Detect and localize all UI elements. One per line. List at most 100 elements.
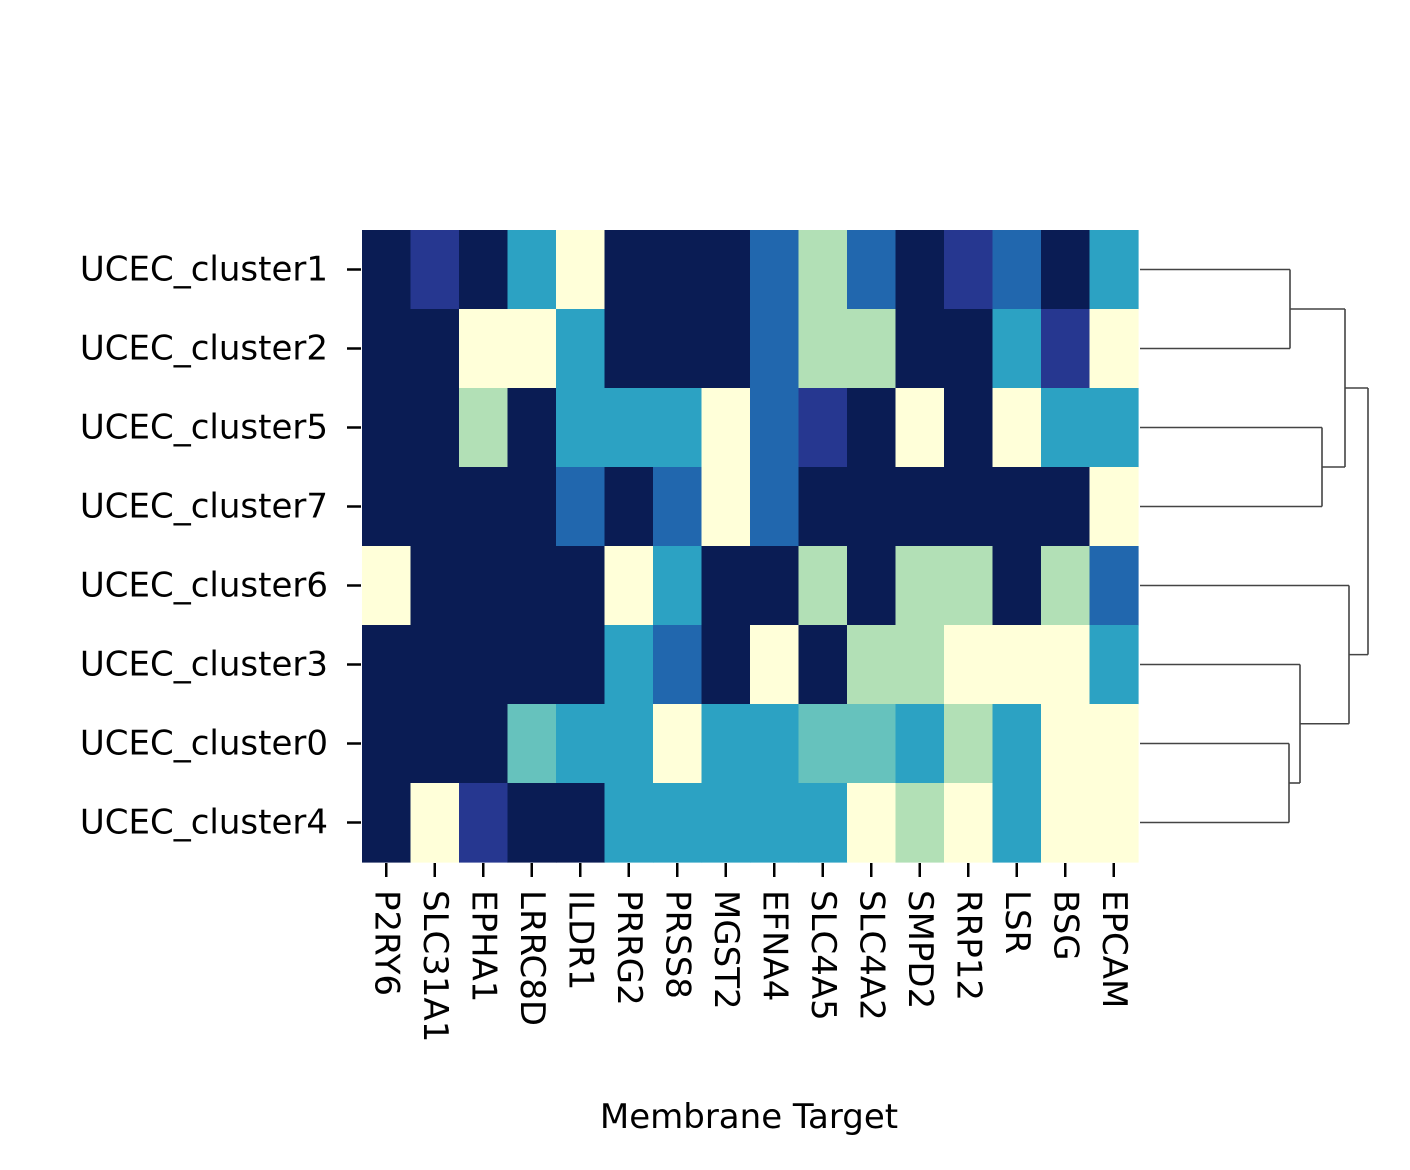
heatmap-cell-UCEC_cluster5-PRSS8: [653, 388, 703, 468]
heatmap-cell-UCEC_cluster7-PRSS8: [653, 467, 703, 547]
heatmap-cell-UCEC_cluster7-EFNA4: [750, 467, 800, 547]
heatmap-cell-UCEC_cluster6-EFNA4: [750, 546, 800, 626]
heatmap-cell-UCEC_cluster6-ILDR1: [556, 546, 606, 626]
heatmap-cell-UCEC_cluster0-SLC31A1: [410, 704, 460, 784]
heatmap-cell-UCEC_cluster7-BSG: [1041, 467, 1091, 547]
heatmap-cell-UCEC_cluster3-SLC4A5: [798, 625, 848, 705]
heatmap-cell-UCEC_cluster5-EFNA4: [750, 388, 800, 468]
heatmap-cell-UCEC_cluster1-P2RY6: [362, 230, 412, 310]
heatmap-cell-UCEC_cluster5-SLC31A1: [410, 388, 460, 468]
x-tick-label: RRP12: [948, 890, 988, 1001]
heatmap-cell-UCEC_cluster0-EFNA4: [750, 704, 800, 784]
heatmap-cell-UCEC_cluster1-MGST2: [701, 230, 751, 310]
x-tick-label: EPHA1: [463, 890, 503, 1002]
heatmap-cell-UCEC_cluster7-MGST2: [701, 467, 751, 547]
heatmap-cell-UCEC_cluster7-EPCAM: [1089, 467, 1139, 547]
row-dendrogram: [1140, 268, 1369, 824]
heatmap-cell-UCEC_cluster4-EFNA4: [750, 783, 800, 863]
heatmap-cell-UCEC_cluster6-EPHA1: [459, 546, 509, 626]
heatmap-cell-UCEC_cluster4-SLC4A2: [847, 783, 897, 863]
heatmap-cell-UCEC_cluster4-ILDR1: [556, 783, 606, 863]
y-axis: UCEC_cluster1 UCEC_cluster2 UCEC_cluster5 U…: [80, 250, 361, 843]
heatmap-cell-UCEC_cluster3-PRRG2: [604, 625, 654, 705]
heatmap-cell-UCEC_cluster1-ILDR1: [556, 230, 606, 310]
heatmap-cell-UCEC_cluster4-LSR: [992, 783, 1042, 863]
heatmap-cell-UCEC_cluster0-PRRG2: [604, 704, 654, 784]
heatmap-cell-UCEC_cluster1-SLC4A5: [798, 230, 848, 310]
heatmap-cell-UCEC_cluster2-EPHA1: [459, 309, 509, 389]
x-tick-label: SLC4A2: [851, 890, 891, 1021]
heatmap-cell-UCEC_cluster1-SMPD2: [895, 230, 945, 310]
heatmap-cell-UCEC_cluster2-PRRG2: [604, 309, 654, 389]
heatmap-cell-UCEC_cluster5-SLC4A2: [847, 388, 897, 468]
heatmap-cell-UCEC_cluster1-LRRC8D: [507, 230, 557, 310]
heatmap-cell-UCEC_cluster3-SLC31A1: [410, 625, 460, 705]
heatmap-cell-UCEC_cluster3-P2RY6: [362, 625, 412, 705]
heatmap-cell-UCEC_cluster2-BSG: [1041, 309, 1091, 389]
heatmap-cell-UCEC_cluster1-RRP12: [944, 230, 994, 310]
heatmap-cell-UCEC_cluster5-RRP12: [944, 388, 994, 468]
x-tick-label: PRRG2: [609, 890, 649, 1006]
heatmap-cell-UCEC_cluster7-LRRC8D: [507, 467, 557, 547]
heatmap-cell-UCEC_cluster4-SLC31A1: [410, 783, 460, 863]
heatmap-cell-UCEC_cluster1-EPCAM: [1089, 230, 1139, 310]
x-tick-label: ILDR1: [560, 890, 600, 990]
heatmap-cell-UCEC_cluster4-EPHA1: [459, 783, 509, 863]
y-tick-label: UCEC_cluster5: [80, 408, 328, 448]
x-tick-label: LRRC8D: [512, 890, 552, 1026]
heatmap-cell-UCEC_cluster5-EPHA1: [459, 388, 509, 468]
heatmap-cell-UCEC_cluster6-EPCAM: [1089, 546, 1139, 626]
heatmap-cell-UCEC_cluster5-LSR: [992, 388, 1042, 468]
heatmap-cell-UCEC_cluster1-PRSS8: [653, 230, 703, 310]
heatmap-cell-UCEC_cluster3-EPHA1: [459, 625, 509, 705]
heatmap-cell-UCEC_cluster6-P2RY6: [362, 546, 412, 626]
heatmap-cell-UCEC_cluster3-EFNA4: [750, 625, 800, 705]
heatmap-cell-UCEC_cluster2-P2RY6: [362, 309, 412, 389]
heatmap-cell-UCEC_cluster3-EPCAM: [1089, 625, 1139, 705]
heatmap-cell-UCEC_cluster0-SLC4A2: [847, 704, 897, 784]
heatmap-cell-UCEC_cluster2-PRSS8: [653, 309, 703, 389]
y-tick-label: UCEC_cluster1: [80, 250, 328, 290]
x-axis-label: Membrane Target: [600, 1097, 898, 1137]
heatmap-cell-UCEC_cluster6-SMPD2: [895, 546, 945, 626]
heatmap-cell-UCEC_cluster1-EFNA4: [750, 230, 800, 310]
heatmap-cell-UCEC_cluster1-BSG: [1041, 230, 1091, 310]
heatmap-cell-UCEC_cluster3-SMPD2: [895, 625, 945, 705]
heatmap-cell-UCEC_cluster0-PRSS8: [653, 704, 703, 784]
heatmap-cell-UCEC_cluster5-SMPD2: [895, 388, 945, 468]
heatmap-cell-UCEC_cluster1-LSR: [992, 230, 1042, 310]
heatmap-cell-UCEC_cluster6-BSG: [1041, 546, 1091, 626]
heatmap-cell-UCEC_cluster0-EPHA1: [459, 704, 509, 784]
heatmap-cell-UCEC_cluster4-EPCAM: [1089, 783, 1139, 863]
y-tick-label: UCEC_cluster2: [80, 329, 328, 369]
y-tick-label: UCEC_cluster6: [80, 566, 328, 606]
heatmap-cell-UCEC_cluster2-SLC4A5: [798, 309, 848, 389]
heatmap-cell-UCEC_cluster6-SLC31A1: [410, 546, 460, 626]
heatmap-cell-UCEC_cluster7-SMPD2: [895, 467, 945, 547]
heatmap-cell-UCEC_cluster4-RRP12: [944, 783, 994, 863]
heatmap-cell-UCEC_cluster6-LSR: [992, 546, 1042, 626]
x-axis: P2RY6 SLC31A1 EPHA1 LRRC8D ILDR1 PRRG2 PRSS8 MG…: [366, 863, 1134, 1042]
heatmap-cell-UCEC_cluster2-EPCAM: [1089, 309, 1139, 389]
heatmap-cell-UCEC_cluster1-EPHA1: [459, 230, 509, 310]
heatmap-cell-UCEC_cluster4-PRRG2: [604, 783, 654, 863]
heatmap-cell-UCEC_cluster5-ILDR1: [556, 388, 606, 468]
heatmap-cell-UCEC_cluster4-SMPD2: [895, 783, 945, 863]
heatmap-cell-UCEC_cluster3-RRP12: [944, 625, 994, 705]
heatmap-cell-UCEC_cluster3-ILDR1: [556, 625, 606, 705]
heatmap-cells: [362, 230, 1139, 863]
heatmap-cell-UCEC_cluster2-SMPD2: [895, 309, 945, 389]
heatmap-cell-UCEC_cluster3-MGST2: [701, 625, 751, 705]
heatmap-cell-UCEC_cluster2-LRRC8D: [507, 309, 557, 389]
heatmap-cell-UCEC_cluster5-P2RY6: [362, 388, 412, 468]
heatmap-cell-UCEC_cluster6-PRRG2: [604, 546, 654, 626]
heatmap-cell-UCEC_cluster5-EPCAM: [1089, 388, 1139, 468]
x-tick-label: BSG: [1045, 890, 1085, 961]
heatmap-cell-UCEC_cluster7-EPHA1: [459, 467, 509, 547]
heatmap-cell-UCEC_cluster2-RRP12: [944, 309, 994, 389]
heatmap-cell-UCEC_cluster0-P2RY6: [362, 704, 412, 784]
heatmap-cell-UCEC_cluster4-LRRC8D: [507, 783, 557, 863]
heatmap-cell-UCEC_cluster2-SLC4A2: [847, 309, 897, 389]
heatmap-cell-UCEC_cluster0-LSR: [992, 704, 1042, 784]
